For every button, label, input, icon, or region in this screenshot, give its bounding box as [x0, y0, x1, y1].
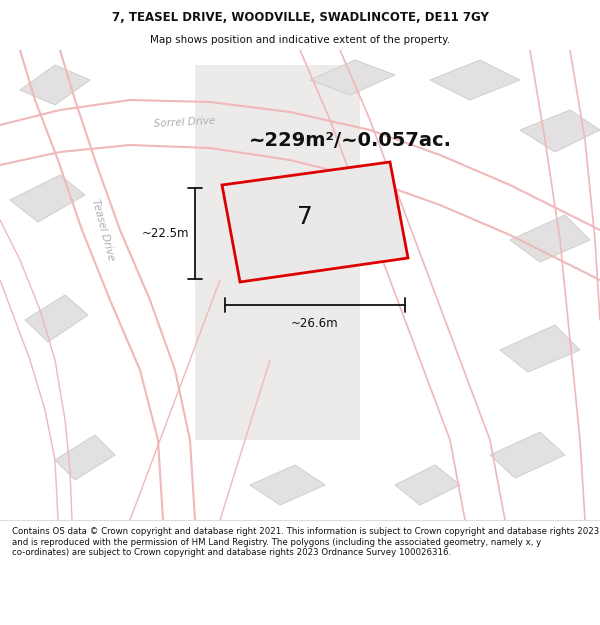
Polygon shape — [520, 110, 600, 152]
Polygon shape — [222, 162, 408, 282]
Polygon shape — [500, 325, 580, 372]
Polygon shape — [250, 465, 325, 505]
Polygon shape — [195, 65, 360, 440]
Polygon shape — [25, 295, 88, 342]
Text: Map shows position and indicative extent of the property.: Map shows position and indicative extent… — [150, 35, 450, 45]
Polygon shape — [490, 432, 565, 478]
Polygon shape — [430, 60, 520, 100]
Text: ~229m²/~0.057ac.: ~229m²/~0.057ac. — [248, 131, 452, 149]
Polygon shape — [10, 175, 85, 222]
Text: 7: 7 — [297, 205, 313, 229]
Text: ~22.5m: ~22.5m — [142, 227, 189, 240]
Polygon shape — [20, 65, 90, 105]
Polygon shape — [310, 60, 395, 95]
Polygon shape — [510, 215, 590, 262]
Text: ~26.6m: ~26.6m — [291, 317, 339, 330]
Text: Teasel Drive: Teasel Drive — [90, 198, 116, 262]
Text: Contains OS data © Crown copyright and database right 2021. This information is : Contains OS data © Crown copyright and d… — [12, 528, 599, 557]
Polygon shape — [395, 465, 460, 505]
Text: Sorrel Drive: Sorrel Drive — [154, 116, 216, 129]
Polygon shape — [55, 435, 115, 480]
Text: 7, TEASEL DRIVE, WOODVILLE, SWADLINCOTE, DE11 7GY: 7, TEASEL DRIVE, WOODVILLE, SWADLINCOTE,… — [112, 11, 488, 24]
